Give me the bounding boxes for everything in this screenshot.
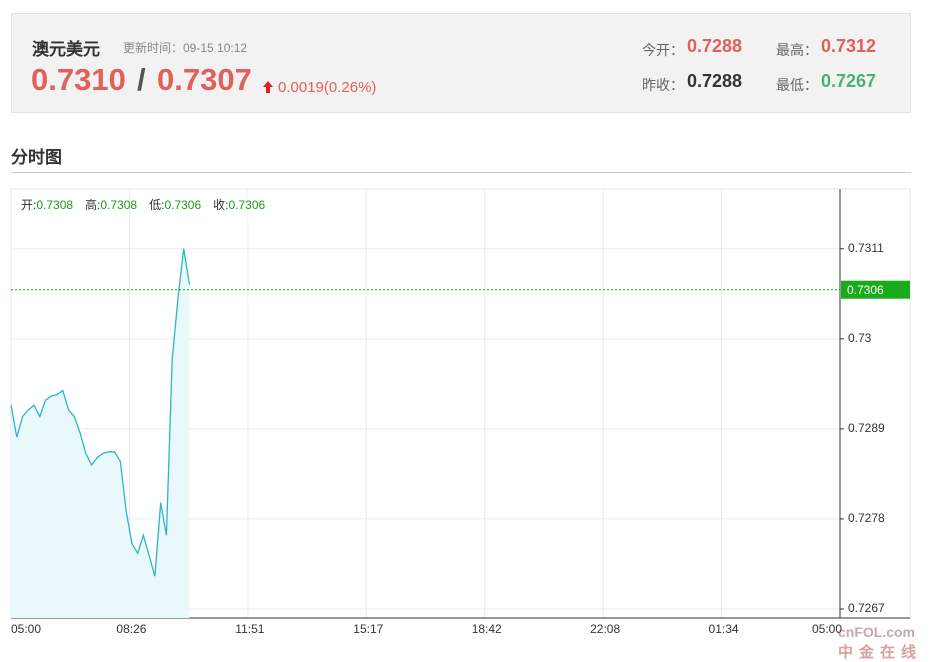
- x-tick-label: 18:42: [472, 622, 502, 636]
- x-tick-label: 05:00: [812, 622, 842, 636]
- ask: 0.7307: [157, 62, 252, 97]
- ohlc-label: 开:: [21, 198, 36, 212]
- watermark: 中金在线: [838, 644, 923, 661]
- ohlc-value: 0.7306: [164, 198, 201, 212]
- last-price-box: [841, 280, 910, 299]
- ohlc-label: 收:: [213, 198, 228, 212]
- bid: 0.7310: [31, 62, 126, 97]
- y-tick-label: 0.7267: [848, 601, 885, 615]
- ohlc-value: 0.7308: [36, 198, 73, 212]
- stat-label: 今开：: [642, 42, 684, 58]
- separator: /: [137, 62, 146, 97]
- ohlc-value: 0.7306: [228, 198, 265, 212]
- price-line: [10, 248, 191, 577]
- update-time: 更新时间：09-15 10:12: [123, 41, 248, 55]
- title: 澳元美元: [32, 40, 100, 59]
- quote-header: [11, 13, 911, 113]
- stat-label: 最低：: [776, 77, 818, 93]
- x-tick-label: 15:17: [353, 622, 383, 636]
- x-tick-label: 08:26: [116, 622, 146, 636]
- y-tick-label: 0.73: [848, 331, 872, 345]
- stat-value: 0.7267: [821, 71, 877, 91]
- ohlc-value: 0.7308: [100, 198, 137, 212]
- watermark: cnFOL.com: [838, 624, 916, 640]
- x-tick-label: 22:08: [590, 622, 620, 636]
- stat-value: 0.7288: [687, 36, 743, 56]
- x-tick-label: 01:34: [709, 622, 739, 636]
- stat-label: 昨收：: [642, 77, 684, 93]
- ohlc-label: 高:: [85, 197, 100, 212]
- y-tick-label: 0.7278: [848, 511, 885, 525]
- section-title: 分时图: [11, 148, 62, 167]
- x-tick-label: 11:51: [235, 622, 264, 636]
- stat-label: 最高：: [776, 42, 818, 58]
- ohlc-label: 低:: [149, 198, 164, 212]
- up-arrow: [263, 81, 273, 93]
- last-price-label: 0.7306: [847, 283, 884, 297]
- stat-value: 0.7312: [821, 36, 877, 56]
- change: 0.0019(0.26%): [278, 79, 377, 96]
- x-tick-label: 05:00: [11, 622, 41, 636]
- y-tick-label: 0.7311: [848, 241, 884, 255]
- y-tick-label: 0.7289: [848, 421, 885, 435]
- stat-value: 0.7288: [687, 71, 743, 91]
- divider: [11, 172, 911, 173]
- area: [11, 248, 190, 619]
